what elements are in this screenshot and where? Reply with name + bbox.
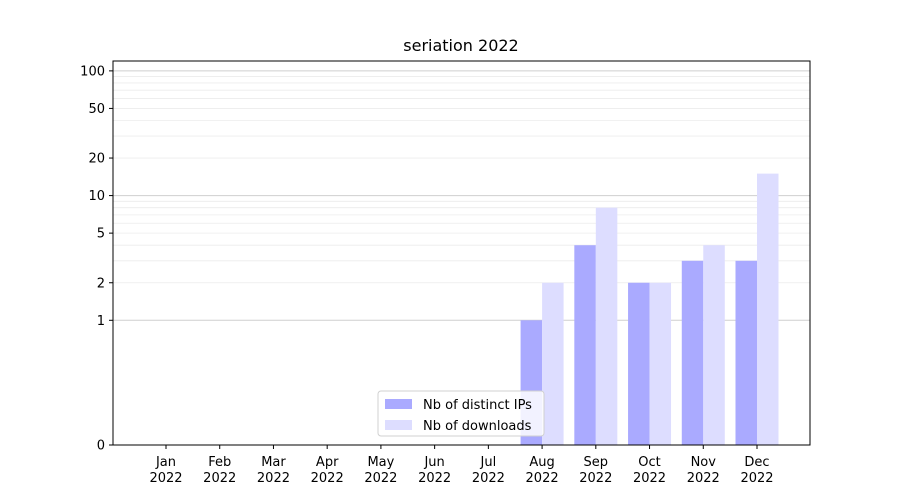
x-tick-label-year: 2022 (311, 471, 344, 486)
x-tick-label-month: Dec (744, 455, 769, 470)
x-tick-label-month: Feb (208, 455, 231, 470)
plot-frame (112, 60, 811, 446)
y-tick-label: 10 (88, 189, 105, 204)
bar-layer (520, 173, 779, 445)
x-tick-label-year: 2022 (418, 471, 451, 486)
y-tick-label: 0 (97, 439, 105, 454)
x-tick-label-month: Aug (529, 455, 554, 470)
x-tick-label-month: May (367, 455, 394, 470)
bar-distinct-ips (735, 260, 757, 445)
bar-downloads (649, 282, 672, 445)
x-tick-label-year: 2022 (579, 471, 612, 486)
x-tick-label-month: Sep (584, 455, 609, 470)
legend-swatch (385, 399, 412, 409)
x-tick-label-year: 2022 (740, 471, 773, 486)
y-tick-label: 50 (88, 102, 105, 117)
x-tick-label-month: Mar (261, 455, 286, 470)
x-tick-label-year: 2022 (203, 471, 236, 486)
bar-downloads (703, 245, 725, 445)
y-tick-label: 5 (97, 227, 105, 242)
bar-distinct-ips (681, 260, 704, 445)
y-tick-label: 2 (97, 276, 105, 291)
legend-box (377, 390, 545, 437)
x-tick-label-year: 2022 (364, 471, 397, 486)
x-tick-label-month: Jun (423, 455, 444, 470)
bar-downloads (595, 207, 618, 445)
x-tick-label-month: Jul (480, 455, 497, 470)
legend-label: Nb of downloads (423, 419, 532, 434)
legend-swatch (385, 420, 412, 430)
x-tick-label-year: 2022 (472, 471, 505, 486)
x-tick-label-month: Oct (638, 455, 660, 470)
x-tick-label-month: Jan (155, 455, 176, 470)
x-tick-label-year: 2022 (633, 471, 666, 486)
x-tick-label-year: 2022 (526, 471, 559, 486)
x-tick-label-year: 2022 (149, 471, 182, 486)
legend-label: Nb of distinct IPs (423, 398, 532, 413)
axis-layer: 0125102050100Jan2022Feb2022Mar2022Apr202… (80, 60, 811, 486)
x-tick-label-month: Nov (691, 455, 717, 470)
bar-downloads (757, 173, 779, 445)
bar-distinct-ips (628, 282, 650, 445)
grid-layer (113, 70, 810, 321)
y-tick-label: 100 (80, 64, 105, 79)
bar-downloads (542, 282, 564, 445)
legend: Nb of distinct IPs Nb of downloads (377, 390, 545, 437)
bar-distinct-ips (574, 245, 596, 445)
chart-title: seriation 2022 (403, 36, 518, 55)
x-tick-label-year: 2022 (687, 471, 720, 486)
y-tick-label: 1 (97, 314, 105, 329)
x-tick-label-year: 2022 (257, 471, 290, 486)
y-tick-label: 20 (88, 152, 105, 167)
x-tick-label-month: Apr (316, 455, 339, 470)
